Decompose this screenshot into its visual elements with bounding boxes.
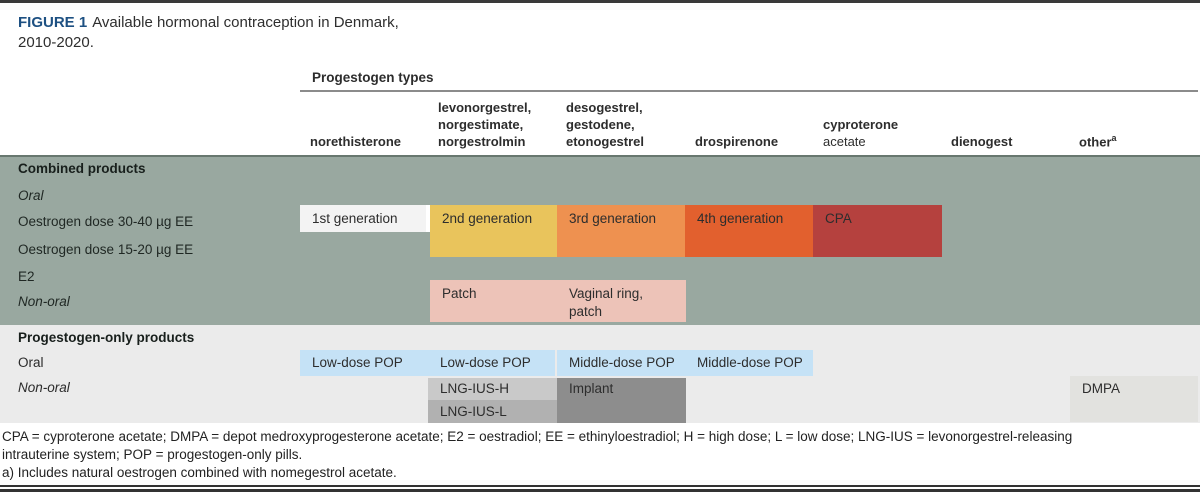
bottom-rule-thick xyxy=(0,489,1200,492)
column-header-dienogest: dienogest xyxy=(951,133,1012,150)
cell-gap xyxy=(426,205,430,232)
column-header-norethisterone: norethisterone xyxy=(310,133,401,150)
cell-lng-ius-h: LNG-IUS-H xyxy=(428,378,557,400)
column-header-line: norethisterone xyxy=(310,134,402,149)
column-header-line: dienogest xyxy=(951,134,1013,149)
row-label-non-oral: Non-oral xyxy=(18,294,70,309)
cell-middle-dose-pop-drospirenone: Middle-dose POP xyxy=(685,350,813,376)
footnote-abbreviations-line2: intrauterine system; POP = progestogen-o… xyxy=(2,447,303,462)
row-label-e2: E2 xyxy=(18,269,35,284)
column-header-line: gestodene, xyxy=(566,117,635,132)
row-label-oral: Oral xyxy=(18,188,44,203)
cell-patch: Patch xyxy=(430,280,557,322)
column-header-other: othera xyxy=(1079,130,1117,150)
top-rule xyxy=(0,0,1200,3)
figure-title-line1: FIGURE 1 Available hormonal contraception… xyxy=(18,13,399,33)
row-header-combined-products: Combined products xyxy=(18,161,146,176)
figure-title-line2: 2010-2020. xyxy=(18,34,94,51)
column-header-line: levonorgestrel, xyxy=(438,100,532,115)
cell-vaginal-ring-patch: Vaginal ring, patch xyxy=(557,280,686,322)
cell-2nd-generation: 2nd generation xyxy=(430,205,557,257)
column-header-cyproterone-acetate: cyproterone acetate xyxy=(823,116,898,150)
cell-implant: Implant xyxy=(557,378,686,423)
cell-1st-generation: 1st generation xyxy=(300,205,426,232)
row-label-pop-oral: Oral xyxy=(18,355,44,370)
group-header-rule xyxy=(300,90,1198,92)
bottom-rule-thin xyxy=(0,485,1200,487)
cell-lng-ius-l: LNG-IUS-L xyxy=(428,400,557,423)
figure-label: FIGURE 1 xyxy=(18,14,88,31)
figure-title-text: Available hormonal contraception in Denm… xyxy=(92,14,399,31)
row-label-oestrogen-30-40: Oestrogen dose 30-40 µg EE xyxy=(18,214,194,229)
cell-low-dose-pop-norethisterone: Low-dose POP xyxy=(300,350,428,376)
column-header-desogestrel: desogestrel, gestodene, etonogestrel xyxy=(566,99,644,150)
column-header-drospirenone: drospirenone xyxy=(695,133,778,150)
cell-text-line: patch xyxy=(569,304,603,319)
cell-cpa: CPA xyxy=(813,205,942,257)
column-header-other-text: other xyxy=(1079,134,1112,149)
footnote-abbreviations-line1: CPA = cyproterone acetate; DMPA = depot … xyxy=(2,429,1073,444)
column-header-line: desogestrel, xyxy=(566,100,643,115)
column-header-line: norgestimate, xyxy=(438,117,524,132)
cell-4th-generation: 4th generation xyxy=(685,205,813,257)
cell-text-line: Vaginal ring, xyxy=(569,286,644,301)
cell-3rd-generation: 3rd generation xyxy=(557,205,685,257)
column-header-line: cyproterone xyxy=(823,117,899,132)
row-label-oestrogen-15-20: Oestrogen dose 15-20 µg EE xyxy=(18,242,194,257)
column-header-line: norgestrolmin xyxy=(438,134,526,149)
cell-middle-dose-pop-desogestrel: Middle-dose POP xyxy=(557,350,685,376)
column-header-line: othera xyxy=(1079,130,1117,150)
column-header-other-superscript: a xyxy=(1111,132,1117,143)
cell-dmpa: DMPA xyxy=(1070,376,1198,422)
row-label-pop-non-oral: Non-oral xyxy=(18,380,70,395)
column-header-line: acetate xyxy=(823,134,866,149)
column-header-line: drospirenone xyxy=(695,134,779,149)
column-header-levonorgestrel: levonorgestrel, norgestimate, norgestrol… xyxy=(438,99,531,150)
column-header-line: etonogestrel xyxy=(566,134,645,149)
footnote-a: a) Includes natural oestrogen combined w… xyxy=(2,465,397,480)
cell-low-dose-pop-levonorgestrel: Low-dose POP xyxy=(428,350,555,376)
group-header-progestogen-types: Progestogen types xyxy=(312,70,434,85)
figure-title: FIGURE 1 Available hormonal contraception… xyxy=(18,13,399,53)
row-header-progestogen-only: Progestogen-only products xyxy=(18,330,195,345)
